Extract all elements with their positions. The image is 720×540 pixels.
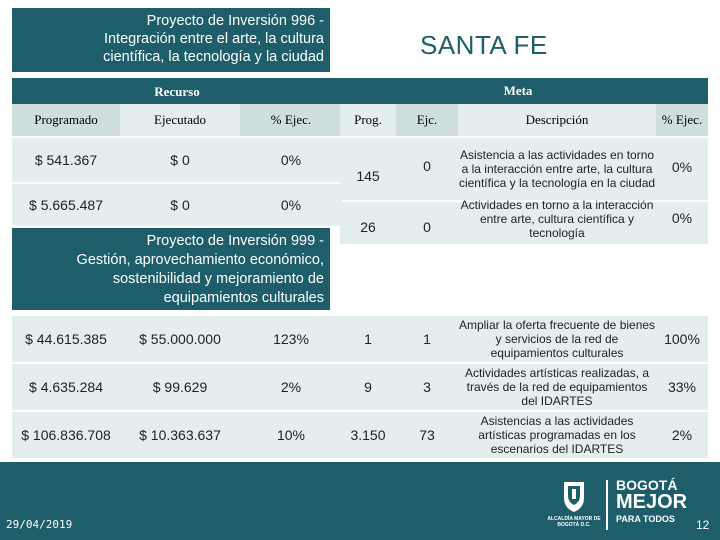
table-cell: 1 (423, 331, 431, 347)
project-999-title: Proyecto de Inversión 999 - Gestión, apr… (12, 228, 330, 310)
row-bg (340, 412, 708, 458)
row-bg (12, 316, 342, 362)
table-cell: $ 44.615.385 (25, 331, 107, 347)
table-cell: 10% (276, 427, 306, 443)
project-996-title-line1: Proyecto de Inversión 996 - (146, 13, 324, 29)
row-bg (12, 364, 342, 410)
table-cell: 0 (423, 158, 431, 174)
table-cell: Asistencia a las actividades en torno a … (458, 148, 656, 190)
footer-bar (0, 462, 720, 540)
logo-divider (606, 480, 608, 530)
table-cell: 2% (671, 427, 693, 443)
project-996-title-line2: Integración entre el arte, la cultura (103, 31, 324, 47)
table-cell: 0% (671, 159, 693, 175)
table-cell: Ampliar la oferta frecuente de bienes y … (458, 318, 656, 360)
row-bg (340, 364, 708, 410)
project-996-title-line3: científica, la tecnología y la ciudad (103, 49, 324, 65)
table-cell: 3.150 (350, 427, 386, 443)
row-bg (12, 412, 342, 458)
col-header-pct-meta: % Ejec. (656, 104, 708, 136)
col-header-ejc: Ejc. (396, 104, 458, 136)
col-header-pct-recurso: % Ejec. (240, 104, 342, 136)
table-cell: 0% (280, 197, 302, 213)
table-cell: $ 5.665.487 (29, 197, 103, 213)
table-cell: 145 (356, 168, 380, 184)
project-999-title-line2: Gestión, aprovechamiento económico, (76, 252, 324, 268)
col-header-ejecutado: Ejecutado (120, 104, 240, 136)
table-cell: $ 106.836.708 (21, 427, 111, 443)
city-seal-text: ALCALDÍA MAYOR DE BOGOTÁ D.C. (547, 516, 601, 528)
bogota-logo-line3: PARA TODOS (616, 514, 675, 524)
table-cell: 123% (273, 331, 309, 347)
table-cell: Asistencias a las actividades artísticas… (478, 414, 636, 456)
slide-date: 29/04/2019 (6, 518, 73, 531)
row-bg (12, 138, 342, 182)
table-cell: 26 (360, 219, 376, 235)
table-cell: Actividades artísticas realizadas, a tra… (464, 366, 650, 408)
row-bg (12, 184, 342, 226)
table-cell: $ 4.635.284 (29, 379, 103, 395)
table-cell: 0% (671, 210, 693, 226)
table-cell: 0 (423, 219, 431, 235)
row-bg (340, 138, 708, 200)
table-cell: $ 99.629 (152, 379, 208, 395)
table-cell: 3 (423, 379, 431, 395)
table-cell: 73 (419, 427, 435, 443)
table-cell: $ 55.000.000 (139, 331, 221, 347)
row-bg (340, 202, 708, 244)
table-cell: 0% (280, 152, 302, 168)
project-999-title-line3: sostenibilidad y mejoramiento de (112, 271, 324, 287)
project-999-title-line1: Proyecto de Inversión 999 - (146, 233, 324, 249)
city-seal-logo: ALCALDÍA MAYOR DE BOGOTÁ D.C. (547, 478, 601, 530)
bogota-logo-line1: BOGOTÁ (616, 477, 678, 493)
locality-title: SANTA FE (420, 30, 548, 60)
project-999-title-line4: equipamientos culturales (163, 290, 324, 306)
page-number: 12 (696, 518, 710, 532)
table-cell: 9 (364, 379, 372, 395)
project-996-title: Proyecto de Inversión 996 - Integración … (12, 8, 330, 72)
table-cell: 100% (664, 331, 700, 347)
table-cell: 2% (280, 379, 302, 395)
table-cell: $ 541.367 (34, 152, 98, 168)
bogota-mejor-logo: BOGOTÁ MEJOR PARA TODOS (616, 478, 696, 526)
col-header-prog: Prog. (340, 104, 396, 136)
col-header-descripcion: Descripción (458, 104, 656, 136)
table-cell: $ 10.363.637 (139, 427, 221, 443)
table-cell: $ 0 (170, 197, 190, 213)
table-cell: 33% (667, 379, 697, 395)
bogota-logo-line2: MEJOR (616, 491, 688, 513)
col-header-programado: Programado (12, 104, 120, 136)
table-cell: $ 0 (170, 152, 190, 168)
meta-header: Meta (340, 78, 708, 104)
row-bg (340, 316, 708, 362)
table-cell: Actividades en torno a la interacción en… (460, 198, 654, 240)
recurso-header: Recurso (12, 78, 342, 104)
table-cell: 1 (364, 331, 372, 347)
